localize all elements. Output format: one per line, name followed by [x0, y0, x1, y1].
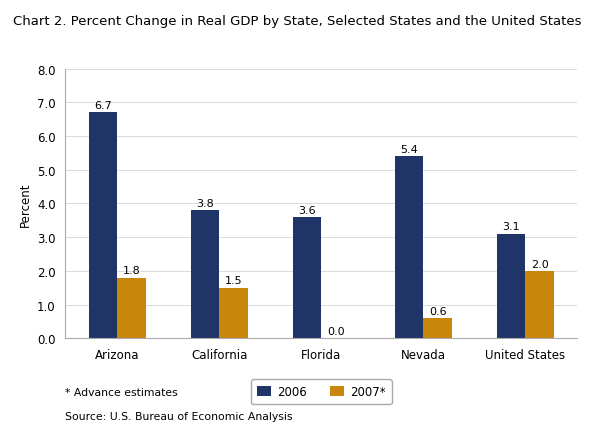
Bar [423, 319, 452, 339]
Bar [117, 278, 146, 339]
Text: 0.0: 0.0 [327, 326, 345, 336]
Text: 3.8: 3.8 [196, 198, 214, 208]
Bar [394, 157, 423, 339]
Text: Chart 2. Percent Change in Real GDP by State, Selected States and the United Sta: Chart 2. Percent Change in Real GDP by S… [13, 15, 582, 28]
Bar [497, 234, 525, 339]
Bar [220, 288, 248, 339]
Bar [191, 211, 220, 339]
Bar [525, 271, 554, 339]
Bar [89, 113, 117, 339]
Text: * Advance estimates: * Advance estimates [65, 387, 178, 397]
Text: 3.6: 3.6 [298, 205, 316, 215]
Text: 6.7: 6.7 [94, 101, 112, 111]
Text: 1.5: 1.5 [225, 276, 242, 286]
Text: 0.6: 0.6 [429, 306, 446, 316]
Text: 5.4: 5.4 [400, 145, 418, 155]
Y-axis label: Percent: Percent [18, 182, 32, 226]
Text: 1.8: 1.8 [123, 266, 140, 276]
Text: Source: U.S. Bureau of Economic Analysis: Source: U.S. Bureau of Economic Analysis [65, 411, 293, 421]
Text: 2.0: 2.0 [531, 259, 549, 269]
Text: 3.1: 3.1 [502, 222, 520, 232]
Bar [293, 217, 321, 339]
Legend: 2006, 2007*: 2006, 2007* [251, 379, 392, 404]
